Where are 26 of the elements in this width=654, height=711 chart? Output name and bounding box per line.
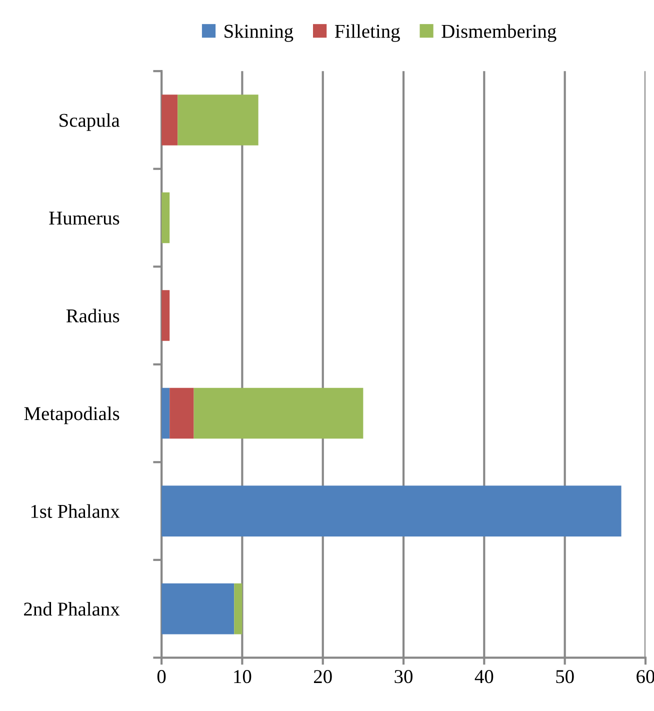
y-tick-label: Radius [66,308,120,322]
y-tick-label: 2nd Phalanx [24,602,120,616]
bar [178,94,258,146]
bar [234,583,242,634]
x-tick-label: 50 [556,670,574,684]
x-tick-label: 0 [157,670,166,684]
bar [162,486,622,536]
x-tick-label: 40 [474,670,494,684]
bar [162,290,170,341]
bar [194,388,364,439]
x-tick-label: 20 [314,670,332,684]
x-tick-label: 30 [394,670,412,684]
y-tick-label: Scapula [60,113,120,131]
bar [162,583,234,634]
bar [162,94,178,146]
legend-label: Skinning [224,24,294,42]
bar [162,192,170,244]
bar [162,388,170,439]
y-tick-label: Metapodials [24,406,120,424]
bar [170,388,194,439]
y-tick-label: 1st Phalanx [31,504,120,518]
y-tick-label: Humerus [49,212,120,225]
x-tick-label: 10 [234,670,252,684]
x-tick-label: 60 [636,670,654,684]
legend-label: Filleting [334,24,400,42]
legend-label: Dismembering [442,24,556,42]
